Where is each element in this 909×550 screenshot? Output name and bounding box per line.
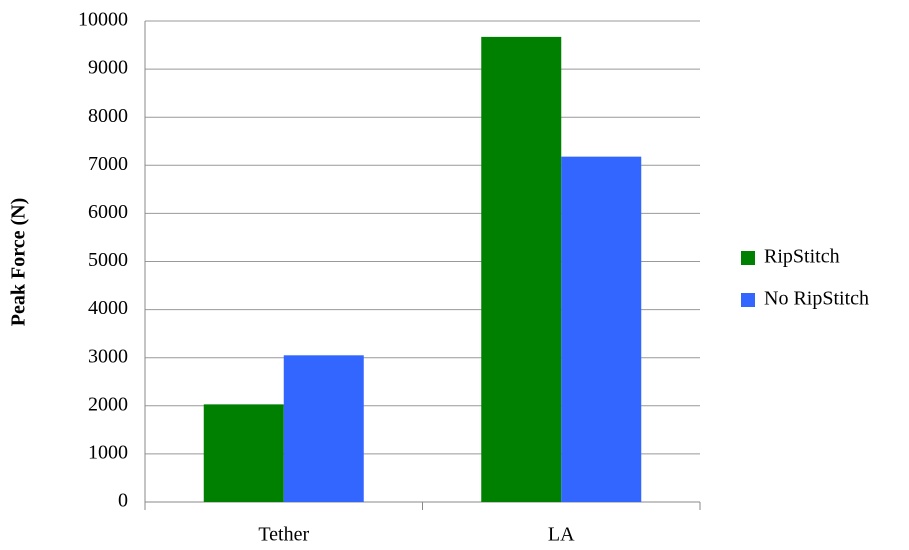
bar: [561, 156, 642, 502]
y-tick-label: 1000: [88, 441, 128, 463]
y-tick-label: 3000: [88, 345, 128, 367]
legend-swatch: [741, 293, 755, 307]
legend-swatch: [741, 251, 755, 265]
x-tick-label: LA: [548, 524, 575, 546]
legend-label: No RipStitch: [764, 288, 869, 310]
y-tick-label: 6000: [88, 201, 128, 223]
x-tick-label: Tether: [258, 524, 309, 546]
bar: [203, 404, 284, 502]
y-axis-title: Peak Force (N): [8, 198, 30, 326]
y-tick-label: 5000: [88, 249, 128, 271]
y-tick-label: 9000: [88, 57, 128, 79]
bar: [481, 36, 562, 503]
y-tick-label: 7000: [88, 153, 128, 175]
y-tick-label: 4000: [88, 297, 128, 319]
y-tick-label: 2000: [88, 393, 128, 415]
bar: [283, 355, 364, 502]
y-tick-label: 8000: [88, 105, 128, 127]
y-tick-label: 10000: [78, 9, 128, 31]
legend-label: RipStitch: [764, 246, 840, 268]
y-tick-label: 0: [118, 490, 128, 512]
